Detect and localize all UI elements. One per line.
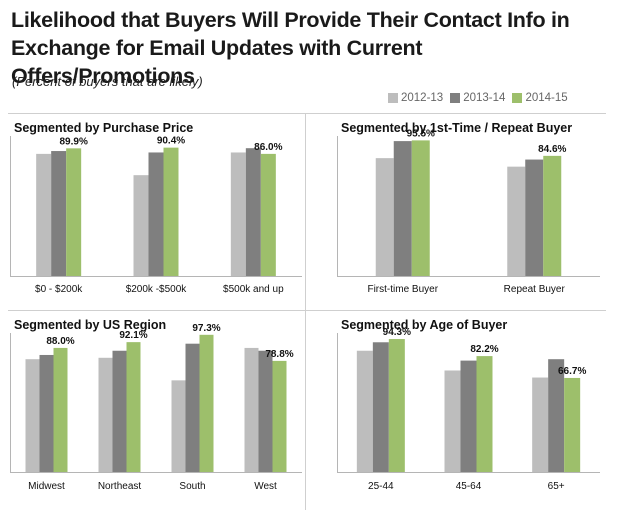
title-line-1: Likelihood that Buyers Will Provide Thei… xyxy=(11,8,570,32)
chart-subtitle: (Percent of buyers that are likely) xyxy=(12,74,203,89)
bar-2012-13 xyxy=(444,370,461,472)
legend-item-2013-14: 2013-14 xyxy=(450,92,505,104)
category-label: West xyxy=(254,481,277,492)
bar-2013-14 xyxy=(525,159,544,276)
bar-2013-14 xyxy=(258,350,273,472)
bar-2013-14 xyxy=(245,148,261,276)
bar-2014-15 xyxy=(272,360,287,472)
chart-panel-4: 94.3% 25-44 82.2% 45-64 66.7% 65+ xyxy=(337,327,600,492)
bar-2012-13 xyxy=(171,380,186,472)
bar-2013-14 xyxy=(460,360,477,472)
bar-2012-13 xyxy=(25,359,40,472)
legend-item-2014-15: 2014-15 xyxy=(512,92,568,104)
bar-2012-13 xyxy=(244,347,259,472)
bar-2012-13 xyxy=(133,175,149,276)
panel-title-purchase-price: Segmented by Purchase Price xyxy=(14,121,194,135)
bar-2013-14 xyxy=(548,359,565,472)
bar-2014-15 xyxy=(476,356,493,472)
bar-2012-13 xyxy=(532,377,549,472)
bar-2013-14 xyxy=(372,342,389,472)
middle-divider xyxy=(8,310,606,311)
panel-title-buyer-type: Segmented by 1st-Time / Repeat Buyer xyxy=(341,121,573,135)
bar-2013-14 xyxy=(112,350,127,472)
bar-2014-15 xyxy=(126,342,141,472)
data-label: 78.8% xyxy=(265,349,293,360)
data-label: 89.9% xyxy=(59,136,87,147)
center-divider xyxy=(305,114,306,510)
data-label: 94.3% xyxy=(383,327,411,338)
data-label: 97.3% xyxy=(192,323,220,334)
bar-2013-14 xyxy=(39,354,54,472)
category-label: 45-64 xyxy=(456,481,482,492)
title-line-2: Exchange for Email Updates with Current … xyxy=(11,36,423,88)
bar-2014-15 xyxy=(411,140,430,276)
category-label: Repeat Buyer xyxy=(504,284,566,295)
legend-swatch xyxy=(450,93,461,103)
data-label: 88.0% xyxy=(46,336,74,347)
category-label: South xyxy=(179,481,205,492)
bar-2014-15 xyxy=(388,339,405,472)
legend-swatch xyxy=(512,93,523,103)
bar-2013-14 xyxy=(148,152,164,276)
data-label: 92.1% xyxy=(119,330,147,341)
bar-2014-15 xyxy=(199,334,214,472)
legend-label: 2013-14 xyxy=(463,92,506,104)
bar-2014-15 xyxy=(66,148,82,276)
legend-item-2012-13: 2012-13 xyxy=(388,92,443,104)
chart-panel-3: 88.0% Midwest 92.1% Northeast 97.3% South 78.8… xyxy=(10,323,302,492)
bar-2014-15 xyxy=(163,147,179,276)
data-label: 95.5% xyxy=(407,128,435,139)
bar-2012-13 xyxy=(356,350,373,472)
category-label: $0 - $200k xyxy=(35,284,83,295)
bar-2014-15 xyxy=(543,155,562,276)
chart-title: Likelihood that Buyers Will Provide Thei… xyxy=(11,6,611,90)
top-divider xyxy=(8,113,606,114)
bar-2012-13 xyxy=(507,166,526,276)
bar-2014-15 xyxy=(564,377,581,472)
chart-panel-1: 89.9% $0 - $200k 90.4% $200k -$500k 86.0% $50… xyxy=(10,136,302,295)
bar-2012-13 xyxy=(98,357,113,472)
legend: 2012-13 2013-14 2014-15 xyxy=(388,91,575,105)
data-label: 66.7% xyxy=(558,366,586,377)
category-label: First-time Buyer xyxy=(367,284,438,295)
category-label: 65+ xyxy=(548,481,565,492)
bar-2012-13 xyxy=(36,153,52,276)
data-label: 86.0% xyxy=(254,142,282,153)
panel-title-age: Segmented by Age of Buyer xyxy=(341,318,508,332)
legend-swatch xyxy=(388,93,398,103)
data-label: 82.2% xyxy=(470,344,498,355)
bar-2014-15 xyxy=(260,153,276,276)
panel-title-us-region: Segmented by US Region xyxy=(14,318,167,332)
category-label: Midwest xyxy=(28,481,65,492)
bar-2013-14 xyxy=(185,343,200,472)
bar-2012-13 xyxy=(230,152,246,276)
category-label: Northeast xyxy=(98,481,142,492)
bar-2012-13 xyxy=(375,158,394,276)
bar-2013-14 xyxy=(393,141,412,276)
bar-2014-15 xyxy=(53,347,68,472)
category-label: 25-44 xyxy=(368,481,394,492)
data-label: 84.6% xyxy=(538,144,566,155)
category-label: $200k -$500k xyxy=(126,284,188,295)
category-label: $500k and up xyxy=(223,284,284,295)
data-label: 90.4% xyxy=(157,136,185,147)
bar-2013-14 xyxy=(51,151,67,276)
chart-panel-2: 95.5% First-time Buyer 84.6% Repeat Buyer xyxy=(337,128,600,295)
legend-label: 2014-15 xyxy=(525,92,568,104)
legend-label: 2012-13 xyxy=(401,92,444,104)
